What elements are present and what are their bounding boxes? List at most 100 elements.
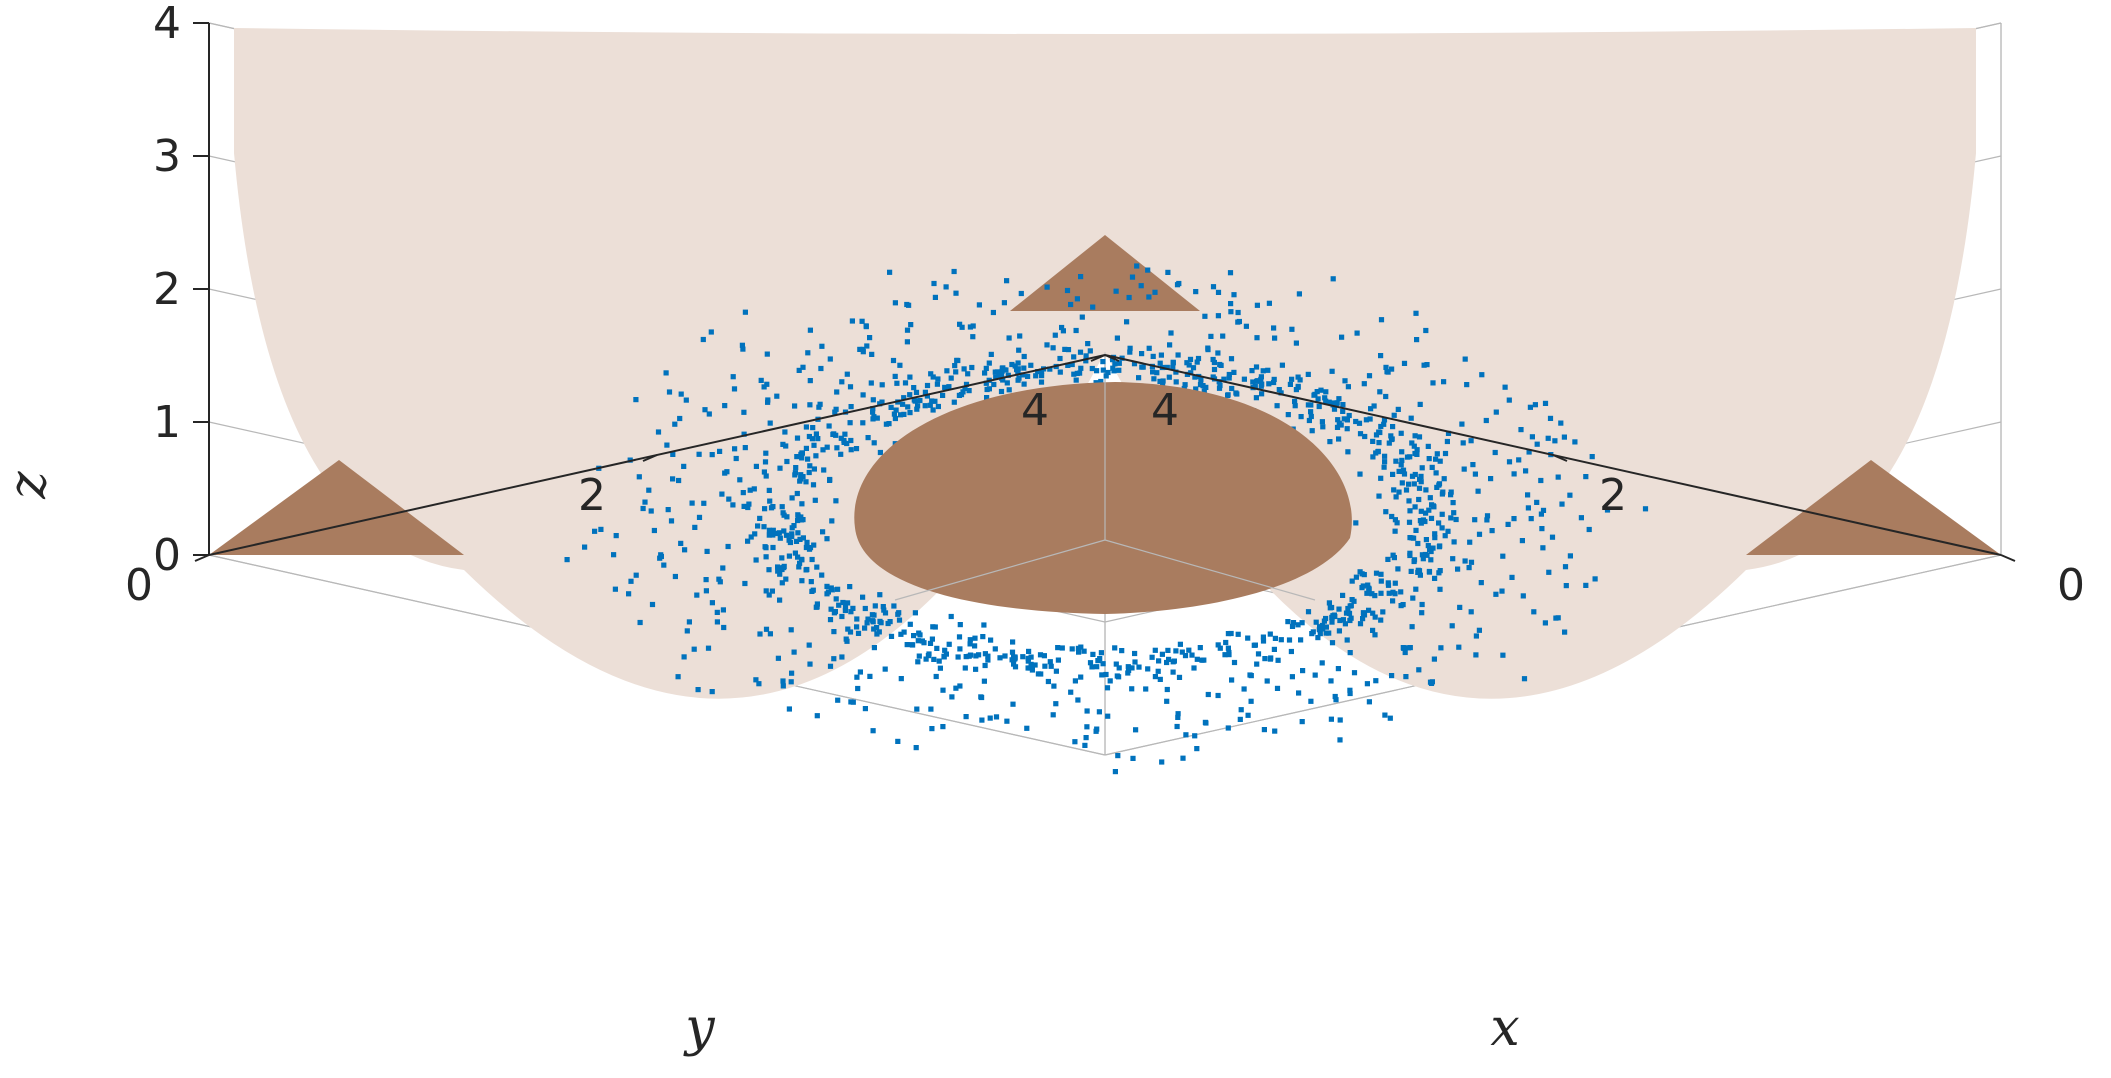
scatter-point bbox=[1084, 708, 1090, 714]
scatter-point bbox=[897, 362, 903, 368]
scatter-point bbox=[1523, 468, 1529, 474]
scatter-point bbox=[1053, 668, 1059, 674]
scatter-point bbox=[1399, 449, 1405, 455]
scatter-point bbox=[1373, 678, 1379, 684]
scatter-point bbox=[1191, 665, 1197, 671]
scatter-point bbox=[1186, 362, 1192, 368]
scatter-point bbox=[1112, 769, 1118, 775]
scatter-point bbox=[777, 465, 783, 471]
scatter-point bbox=[1432, 575, 1438, 581]
scatter-point bbox=[1107, 678, 1113, 684]
scatter-point bbox=[1035, 369, 1041, 375]
scatter-point bbox=[803, 445, 809, 451]
scatter-point bbox=[819, 343, 825, 349]
scatter-point bbox=[1340, 592, 1346, 598]
scatter-point bbox=[1553, 615, 1559, 621]
scatter-point bbox=[854, 624, 860, 630]
scatter-point bbox=[1248, 673, 1254, 679]
scatter-point bbox=[1308, 413, 1314, 420]
scatter-point bbox=[794, 490, 800, 497]
scatter-point bbox=[1254, 661, 1260, 667]
scatter-point bbox=[855, 685, 861, 692]
scatter-point bbox=[1201, 388, 1207, 394]
scatter-point bbox=[1345, 605, 1351, 612]
scatter-point bbox=[901, 411, 907, 417]
scatter-point bbox=[807, 378, 813, 384]
scatter-point bbox=[758, 377, 764, 383]
scatter-point bbox=[1354, 330, 1360, 336]
scatter-point bbox=[1468, 559, 1475, 565]
scatter-point bbox=[1042, 663, 1048, 669]
scatter-point bbox=[1279, 362, 1285, 368]
scatter-point bbox=[1592, 576, 1598, 582]
scatter-point bbox=[1335, 417, 1341, 423]
scatter-point bbox=[1164, 698, 1170, 704]
scatter-point bbox=[1373, 432, 1380, 438]
scatter-point bbox=[1018, 290, 1024, 297]
scatter-point bbox=[957, 321, 963, 327]
scatter-point bbox=[1347, 650, 1353, 656]
scatter-point bbox=[993, 714, 1000, 720]
scatter-point bbox=[1329, 640, 1336, 646]
scatter-point bbox=[1372, 632, 1378, 638]
scatter-point bbox=[842, 604, 849, 611]
scatter-point bbox=[1344, 637, 1350, 643]
scatter-point bbox=[1075, 697, 1081, 703]
scatter-point bbox=[1430, 545, 1436, 551]
scatter-point bbox=[1589, 454, 1595, 460]
scatter-point bbox=[704, 548, 710, 554]
scatter-point bbox=[1376, 440, 1382, 446]
scatter-point bbox=[1418, 508, 1424, 514]
scatter-point bbox=[1479, 372, 1485, 378]
scatter-point bbox=[1129, 665, 1135, 671]
scatter-point bbox=[940, 687, 946, 693]
scatter-point bbox=[1563, 583, 1569, 589]
scatter-point bbox=[1400, 467, 1407, 473]
scatter-point bbox=[1376, 493, 1382, 499]
scatter-point bbox=[1264, 678, 1270, 684]
scatter-point bbox=[646, 487, 652, 493]
scatter-point bbox=[1267, 631, 1273, 637]
scatter-point bbox=[761, 384, 767, 390]
scatter-point bbox=[1073, 327, 1079, 334]
scatter-point bbox=[1218, 362, 1224, 368]
scatter-point bbox=[880, 604, 886, 610]
scatter-point bbox=[1395, 566, 1401, 572]
scatter-point bbox=[658, 552, 664, 558]
scatter-point bbox=[1300, 668, 1306, 674]
scatter-point bbox=[1419, 552, 1425, 558]
scatter-point bbox=[761, 524, 767, 530]
scatter-point bbox=[1062, 346, 1068, 352]
scatter-point bbox=[1309, 428, 1315, 434]
scatter-point bbox=[1215, 642, 1221, 648]
scatter-point bbox=[1295, 383, 1301, 389]
scatter-point bbox=[1112, 361, 1118, 367]
scatter-point bbox=[1164, 364, 1170, 370]
scatter-point bbox=[813, 431, 819, 437]
scatter-point bbox=[775, 564, 781, 570]
scatter-point bbox=[633, 572, 639, 578]
scatter-point bbox=[1365, 582, 1371, 588]
scatter-point bbox=[992, 369, 998, 375]
scatter-point bbox=[1075, 645, 1081, 651]
scatter-point bbox=[865, 435, 871, 441]
scatter-point bbox=[1194, 656, 1200, 662]
scatter-point bbox=[649, 601, 656, 608]
scatter-point bbox=[691, 646, 697, 652]
scatter-point bbox=[1505, 521, 1511, 527]
scatter-point bbox=[1159, 651, 1165, 657]
scatter-point bbox=[1037, 652, 1044, 658]
scatter-point bbox=[870, 728, 876, 734]
scatter-point bbox=[929, 726, 935, 732]
scatter-point bbox=[1078, 365, 1084, 371]
scatter-point bbox=[1411, 558, 1417, 565]
scatter-point bbox=[1327, 439, 1333, 445]
scatter-point bbox=[705, 645, 712, 651]
scatter-point bbox=[1326, 600, 1332, 606]
scatter-point bbox=[1348, 615, 1354, 621]
scatter-point bbox=[745, 504, 751, 511]
scatter-point bbox=[1308, 409, 1314, 415]
scatter-point bbox=[668, 518, 675, 524]
scatter-point bbox=[1025, 373, 1031, 379]
